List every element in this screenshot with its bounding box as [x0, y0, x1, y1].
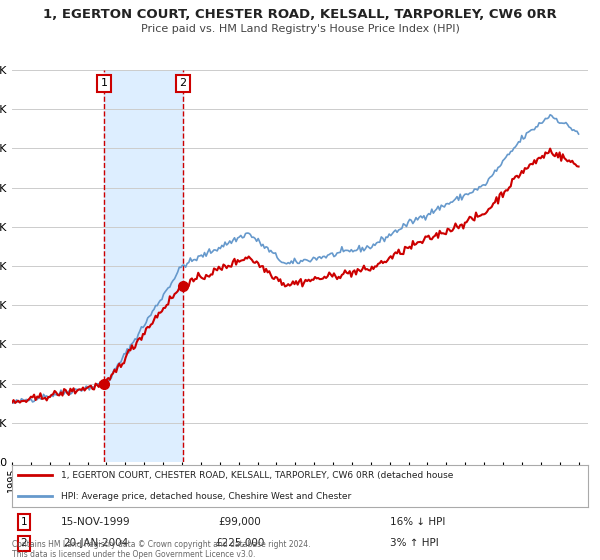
Text: 1, EGERTON COURT, CHESTER ROAD, KELSALL, TARPORLEY, CW6 0RR (detached house: 1, EGERTON COURT, CHESTER ROAD, KELSALL,… — [61, 471, 454, 480]
Text: 1, EGERTON COURT, CHESTER ROAD, KELSALL, TARPORLEY, CW6 0RR: 1, EGERTON COURT, CHESTER ROAD, KELSALL,… — [43, 8, 557, 21]
Text: £99,000: £99,000 — [218, 517, 262, 527]
Text: Price paid vs. HM Land Registry's House Price Index (HPI): Price paid vs. HM Land Registry's House … — [140, 24, 460, 34]
Text: 3% ↑ HPI: 3% ↑ HPI — [390, 538, 439, 548]
Text: 2: 2 — [179, 78, 187, 88]
Text: £225,000: £225,000 — [215, 538, 265, 548]
Text: 16% ↓ HPI: 16% ↓ HPI — [390, 517, 445, 527]
Text: 1: 1 — [20, 517, 28, 527]
Text: HPI: Average price, detached house, Cheshire West and Chester: HPI: Average price, detached house, Ches… — [61, 492, 351, 501]
Text: 20-JAN-2004: 20-JAN-2004 — [64, 538, 128, 548]
Text: 1: 1 — [101, 78, 107, 88]
Text: 15-NOV-1999: 15-NOV-1999 — [61, 517, 131, 527]
Text: Contains HM Land Registry data © Crown copyright and database right 2024.
This d: Contains HM Land Registry data © Crown c… — [12, 540, 311, 559]
Text: 2: 2 — [20, 538, 28, 548]
Bar — [104, 70, 183, 462]
